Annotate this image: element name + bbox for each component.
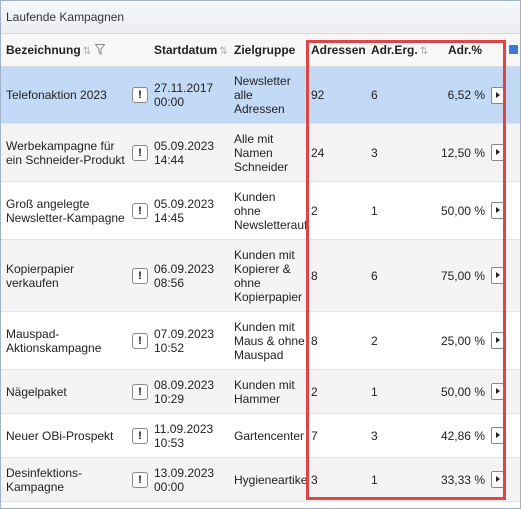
exclamation-icon[interactable]: ! <box>132 427 148 444</box>
exclamation-icon[interactable]: ! <box>132 144 148 161</box>
exclamation-icon[interactable]: ! <box>132 202 148 219</box>
table-row[interactable]: Kopierpapier verkaufen ! 06.09.2023 08:5… <box>1 240 520 312</box>
play-arrow-icon[interactable] <box>490 267 504 284</box>
address-count: 24 <box>311 145 325 160</box>
address-results: 6 <box>371 268 378 283</box>
table-row[interactable]: Mauspad-Aktionskampagne ! 07.09.2023 10:… <box>1 312 520 370</box>
target-group: Alle mit Namen Schneider <box>234 131 289 174</box>
table-row[interactable]: Werbekampagne für ein Schneider-Produkt … <box>1 124 520 182</box>
table-header: Bezeichnung ⇅ Startdatum ⇅ Zielgruppe Adre… <box>1 34 520 67</box>
address-percent: 50,00 % <box>440 384 485 399</box>
table-row[interactable]: Groß angelegte Newsletter-Kampagne ! 05.… <box>1 182 520 240</box>
start-date: 27.11.2017 00:00 <box>154 81 214 109</box>
start-date: 07.09.2023 10:52 <box>154 326 215 355</box>
campaign-name: Nägelpaket <box>6 384 67 399</box>
column-label-bezeichnung: Bezeichnung <box>6 43 81 57</box>
exclamation-icon[interactable]: ! <box>132 383 148 400</box>
column-header-bezeichnung[interactable]: Bezeichnung ⇅ <box>6 34 91 66</box>
campaign-name: Mauspad-Aktionskampagne <box>6 326 102 355</box>
address-results: 2 <box>371 333 378 348</box>
address-count: 8 <box>311 333 318 348</box>
start-date: 05.09.2023 14:44 <box>154 138 215 167</box>
table-row[interactable]: Desinfektions-Kampagne ! 13.09.2023 00:0… <box>1 458 520 502</box>
play-arrow-icon[interactable] <box>490 144 504 161</box>
column-header-adr-erg[interactable]: Adr.Erg. ⇅ <box>371 34 428 66</box>
target-group: Kunden mit Kopierer & ohne Kopierpapier <box>234 247 303 304</box>
column-header-zielgruppe[interactable]: Zielgruppe <box>234 34 295 66</box>
address-count: 2 <box>311 203 318 218</box>
address-count: 8 <box>311 268 318 283</box>
exclamation-icon[interactable]: ! <box>132 332 148 349</box>
start-date: 05.09.2023 14:45 <box>154 196 215 225</box>
start-date: 13.09.2023 00:00 <box>154 465 215 494</box>
table-row[interactable]: Nägelpaket ! 08.09.2023 10:29 Kunden mit… <box>1 370 520 414</box>
campaign-name: Kopierpapier verkaufen <box>6 261 75 290</box>
column-label-zielgruppe: Zielgruppe <box>234 43 296 57</box>
column-label-adressen: Adressen <box>311 43 366 57</box>
column-header-startdatum[interactable]: Startdatum ⇅ <box>154 34 228 66</box>
address-results: 1 <box>371 472 378 487</box>
target-group: Kunden mit Maus & ohne Mauspad <box>234 319 305 362</box>
address-results: 3 <box>371 428 378 443</box>
address-count: 92 <box>311 88 325 102</box>
target-group: Gartencenter <box>234 428 305 443</box>
panel-title: Laufende Kampagnen <box>6 10 125 24</box>
column-header-adressen[interactable]: Adressen <box>311 34 366 66</box>
exclamation-icon[interactable]: ! <box>132 471 148 488</box>
play-arrow-icon[interactable] <box>490 202 504 219</box>
play-arrow-icon[interactable] <box>490 383 504 400</box>
sort-arrows-icon[interactable]: ⇅ <box>219 46 228 57</box>
column-label-adr-erg: Adr.Erg. <box>371 43 418 57</box>
table-row[interactable]: Telefonaktion 2023 ! 27.11.2017 00:00 Ne… <box>1 67 520 124</box>
play-arrow-icon[interactable] <box>490 86 504 104</box>
export-icon[interactable] <box>509 45 518 54</box>
start-date: 11.09.2023 10:53 <box>154 421 214 450</box>
exclamation-icon[interactable]: ! <box>132 267 148 284</box>
play-arrow-icon[interactable] <box>490 471 504 488</box>
campaign-name: Werbekampagne für ein Schneider-Produkt <box>6 138 125 167</box>
address-results: 1 <box>371 203 378 218</box>
address-count: 3 <box>311 472 318 487</box>
address-percent: 12,50 % <box>440 145 485 160</box>
address-count: 2 <box>311 384 318 399</box>
address-percent: 33,33 % <box>440 472 485 487</box>
start-date: 06.09.2023 08:56 <box>154 261 215 290</box>
address-results: 1 <box>371 384 378 399</box>
play-arrow-icon[interactable] <box>490 427 504 444</box>
address-percent: 75,00 % <box>440 268 485 283</box>
column-label-startdatum: Startdatum <box>154 43 218 57</box>
campaign-name: Telefonaktion 2023 <box>6 88 107 102</box>
play-arrow-icon[interactable] <box>490 332 504 349</box>
address-percent: 25,00 % <box>440 333 485 348</box>
address-percent: 6,52 % <box>447 88 485 102</box>
table-row[interactable]: Neuer OBi-Prospekt ! 11.09.2023 10:53 Ga… <box>1 414 520 458</box>
exclamation-icon[interactable]: ! <box>132 87 148 103</box>
target-group: Newsletter alle Adressen <box>234 74 291 116</box>
campaign-name: Desinfektions-Kampagne <box>6 465 83 494</box>
target-group: Kunden ohne Newsletterauf <box>234 189 308 232</box>
address-percent: 50,00 % <box>440 203 485 218</box>
campaign-name: Neuer OBi-Prospekt <box>6 428 114 443</box>
address-results: 3 <box>371 145 378 160</box>
sort-arrows-icon[interactable]: ⇅ <box>82 46 92 57</box>
sort-arrows-icon[interactable]: ⇅ <box>419 46 429 57</box>
filter-funnel-icon[interactable] <box>95 44 105 55</box>
address-count: 7 <box>311 428 318 443</box>
target-group: Hygieneartikel <box>234 472 308 487</box>
campaign-name: Groß angelegte Newsletter-Kampagne <box>6 196 125 225</box>
column-label-adr-pct: Adr.% <box>448 43 483 57</box>
target-group: Kunden mit Hammer <box>234 377 295 406</box>
address-percent: 42,86 % <box>440 428 485 443</box>
panel-header: Laufende Kampagnen <box>1 1 520 34</box>
start-date: 08.09.2023 10:29 <box>154 377 215 406</box>
address-results: 6 <box>371 88 378 102</box>
column-header-adr-pct[interactable]: Adr.% <box>448 34 482 66</box>
